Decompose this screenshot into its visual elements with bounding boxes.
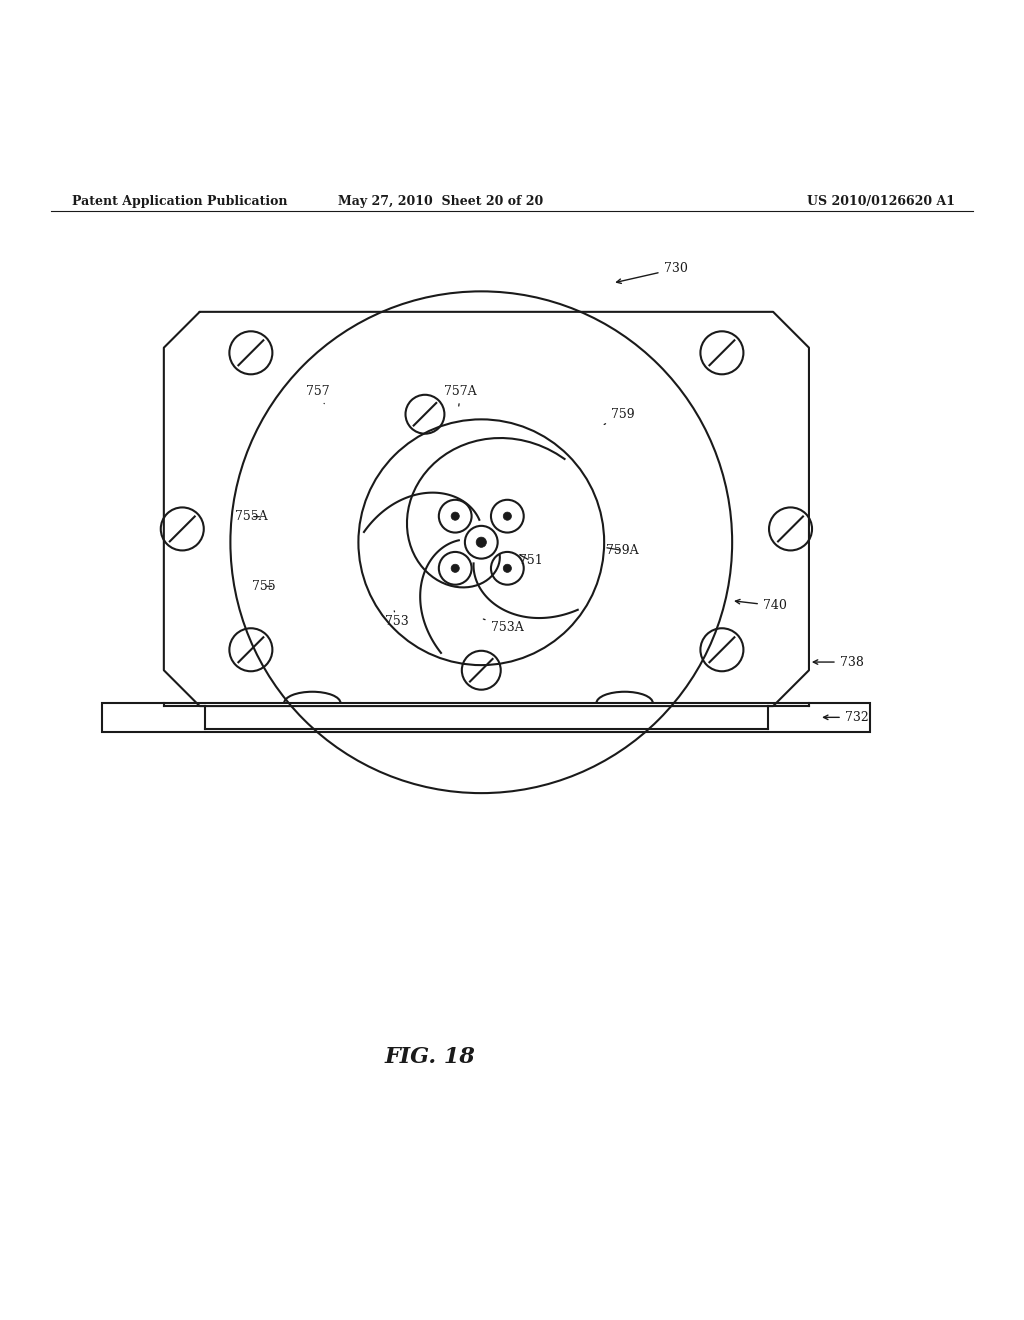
Text: 753: 753 (385, 611, 410, 627)
Text: 755A: 755A (234, 510, 267, 523)
Text: 753A: 753A (483, 619, 523, 634)
Text: Patent Application Publication: Patent Application Publication (72, 195, 287, 207)
Text: 757: 757 (305, 385, 330, 404)
Text: 759: 759 (604, 408, 635, 425)
Text: 751: 751 (518, 554, 543, 568)
Text: 730: 730 (616, 263, 687, 284)
Circle shape (503, 564, 511, 573)
Text: 732: 732 (823, 711, 868, 723)
FancyBboxPatch shape (102, 704, 870, 731)
Text: FIG. 18: FIG. 18 (385, 1047, 475, 1068)
Text: 759A: 759A (606, 544, 639, 557)
Circle shape (452, 564, 460, 573)
Text: 755: 755 (252, 579, 276, 593)
Circle shape (476, 537, 486, 548)
Text: 740: 740 (735, 599, 786, 612)
Text: US 2010/0126620 A1: US 2010/0126620 A1 (807, 195, 954, 207)
Text: 757A: 757A (444, 385, 477, 407)
Text: May 27, 2010  Sheet 20 of 20: May 27, 2010 Sheet 20 of 20 (338, 195, 543, 207)
Circle shape (452, 512, 460, 520)
Text: 738: 738 (813, 656, 863, 668)
Circle shape (503, 512, 511, 520)
